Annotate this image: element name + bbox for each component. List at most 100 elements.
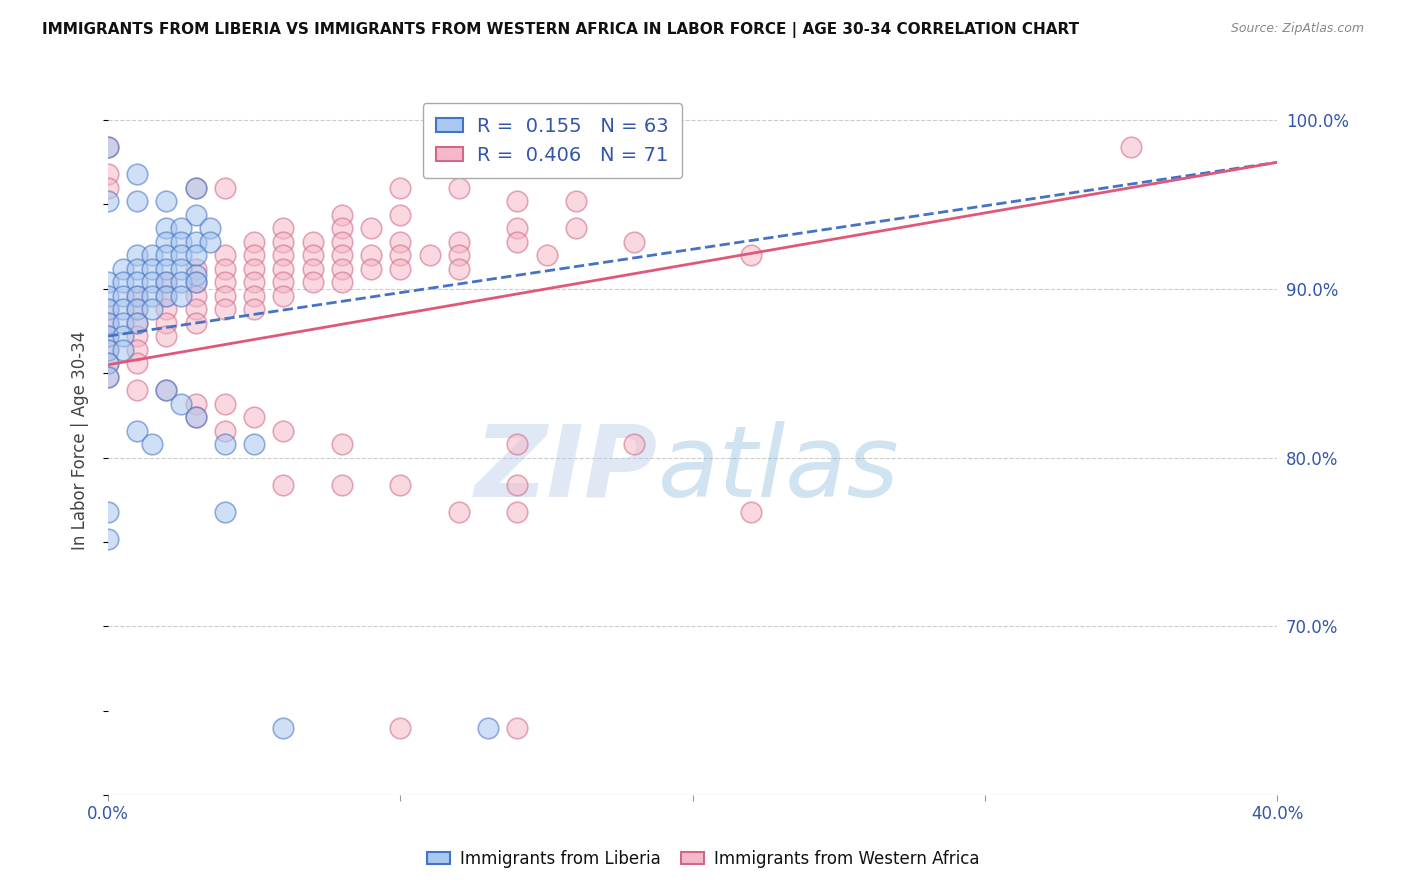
- Point: [155, 288, 177, 302]
- Point: [97, 140, 120, 154]
- Point: [155, 302, 177, 317]
- Point: [111, 343, 134, 357]
- Point: [447, 505, 470, 519]
- Point: [214, 437, 236, 451]
- Point: [141, 248, 163, 262]
- Point: [389, 235, 412, 249]
- Point: [243, 261, 266, 276]
- Point: [447, 248, 470, 262]
- Point: [740, 505, 762, 519]
- Point: [97, 316, 120, 330]
- Text: IMMIGRANTS FROM LIBERIA VS IMMIGRANTS FROM WESTERN AFRICA IN LABOR FORCE | AGE 3: IMMIGRANTS FROM LIBERIA VS IMMIGRANTS FR…: [42, 22, 1080, 38]
- Point: [155, 275, 177, 289]
- Point: [155, 316, 177, 330]
- Point: [184, 235, 207, 249]
- Point: [740, 248, 762, 262]
- Point: [155, 248, 177, 262]
- Point: [97, 194, 120, 208]
- Point: [477, 721, 499, 735]
- Point: [389, 477, 412, 491]
- Point: [111, 316, 134, 330]
- Point: [141, 288, 163, 302]
- Point: [214, 505, 236, 519]
- Point: [97, 369, 120, 384]
- Point: [623, 437, 645, 451]
- Point: [389, 261, 412, 276]
- Point: [141, 302, 163, 317]
- Point: [127, 316, 149, 330]
- Point: [330, 248, 353, 262]
- Point: [536, 248, 558, 262]
- Legend: R =  0.155   N = 63, R =  0.406   N = 71: R = 0.155 N = 63, R = 0.406 N = 71: [423, 103, 682, 178]
- Point: [1121, 140, 1143, 154]
- Point: [111, 302, 134, 317]
- Point: [127, 288, 149, 302]
- Point: [111, 261, 134, 276]
- Point: [97, 329, 120, 343]
- Point: [127, 424, 149, 438]
- Point: [155, 288, 177, 302]
- Point: [170, 275, 193, 289]
- Point: [273, 721, 295, 735]
- Point: [141, 437, 163, 451]
- Point: [127, 302, 149, 317]
- Point: [170, 248, 193, 262]
- Point: [447, 180, 470, 194]
- Point: [214, 248, 236, 262]
- Point: [97, 369, 120, 384]
- Point: [214, 288, 236, 302]
- Point: [506, 477, 529, 491]
- Point: [273, 275, 295, 289]
- Point: [243, 235, 266, 249]
- Legend: Immigrants from Liberia, Immigrants from Western Africa: Immigrants from Liberia, Immigrants from…: [420, 844, 986, 875]
- Point: [389, 248, 412, 262]
- Point: [330, 437, 353, 451]
- Point: [97, 343, 120, 357]
- Point: [184, 410, 207, 425]
- Point: [389, 208, 412, 222]
- Point: [97, 302, 120, 317]
- Point: [170, 396, 193, 410]
- Point: [170, 235, 193, 249]
- Point: [447, 235, 470, 249]
- Point: [155, 329, 177, 343]
- Point: [389, 721, 412, 735]
- Point: [389, 180, 412, 194]
- Point: [97, 167, 120, 181]
- Point: [184, 410, 207, 425]
- Point: [127, 343, 149, 357]
- Point: [184, 302, 207, 317]
- Point: [273, 424, 295, 438]
- Point: [155, 383, 177, 397]
- Point: [330, 261, 353, 276]
- Point: [360, 248, 382, 262]
- Point: [97, 356, 120, 370]
- Point: [97, 329, 120, 343]
- Point: [127, 329, 149, 343]
- Point: [214, 302, 236, 317]
- Point: [200, 235, 222, 249]
- Point: [506, 505, 529, 519]
- Point: [243, 410, 266, 425]
- Point: [141, 261, 163, 276]
- Point: [506, 437, 529, 451]
- Point: [273, 235, 295, 249]
- Point: [184, 180, 207, 194]
- Point: [97, 140, 120, 154]
- Point: [184, 396, 207, 410]
- Point: [97, 316, 120, 330]
- Point: [360, 261, 382, 276]
- Y-axis label: In Labor Force | Age 30-34: In Labor Force | Age 30-34: [72, 331, 89, 550]
- Point: [97, 343, 120, 357]
- Point: [565, 221, 588, 235]
- Point: [243, 288, 266, 302]
- Point: [97, 505, 120, 519]
- Point: [155, 383, 177, 397]
- Point: [200, 221, 222, 235]
- Text: ZIP: ZIP: [475, 420, 658, 517]
- Point: [273, 248, 295, 262]
- Point: [301, 235, 323, 249]
- Point: [97, 532, 120, 546]
- Point: [243, 302, 266, 317]
- Point: [111, 288, 134, 302]
